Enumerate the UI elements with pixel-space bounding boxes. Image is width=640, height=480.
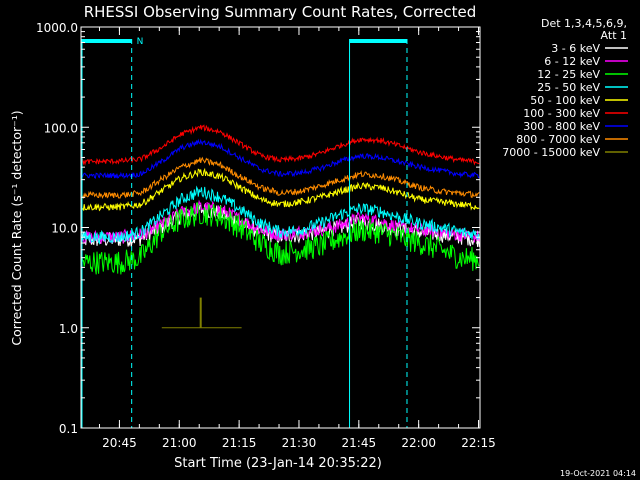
legend-label: 12 - 25 keV (537, 68, 600, 81)
x-tick-label: 21:30 (282, 436, 317, 450)
legend-header: Det 1,3,4,5,6,9, (541, 17, 627, 30)
series-line (81, 202, 480, 275)
y-tick-label: 0.1 (59, 422, 78, 436)
series-line (81, 167, 480, 212)
series-line (81, 185, 480, 245)
x-tick-label: 21:00 (162, 436, 197, 450)
legend-header: Att 1 (601, 29, 627, 42)
legend-label: 6 - 12 keV (544, 55, 600, 68)
marker-top-bar (349, 39, 407, 43)
chart-title: RHESSI Observing Summary Count Rates, Co… (84, 3, 477, 21)
y-axis-label: Corrected Count Rate (s⁻¹ detector⁻¹) (9, 110, 24, 345)
legend-label: 300 - 800 keV (523, 120, 600, 133)
x-tick-label: 21:15 (222, 436, 257, 450)
series-line (81, 138, 480, 180)
x-axis-label: Start Time (23-Jan-14 20:35:22) (174, 456, 382, 471)
series-line (81, 124, 480, 166)
x-tick-label: 20:45 (102, 436, 137, 450)
legend-label: 25 - 50 keV (537, 81, 600, 94)
footer-timestamp: 19-Oct-2021 04:14 (560, 469, 636, 478)
series-line (81, 156, 480, 199)
legend-label: 50 - 100 keV (530, 94, 600, 107)
y-tick-label: 1000.0 (36, 21, 78, 35)
legend-label: 7000 - 15000 keV (502, 146, 600, 159)
marker-top-bar (81, 39, 132, 43)
x-tick-label: 22:00 (401, 436, 436, 450)
y-tick-label: 1.0 (59, 322, 78, 336)
marker-label: N (137, 37, 144, 47)
x-tick-label: 22:15 (461, 436, 496, 450)
legend-label: 3 - 6 keV (551, 42, 600, 55)
y-tick-label: 100.0 (44, 121, 78, 135)
legend-label: 800 - 7000 keV (516, 133, 600, 146)
legend-label: 100 - 300 keV (523, 107, 600, 120)
y-tick-label: 10.0 (51, 222, 78, 236)
x-tick-label: 21:45 (342, 436, 377, 450)
